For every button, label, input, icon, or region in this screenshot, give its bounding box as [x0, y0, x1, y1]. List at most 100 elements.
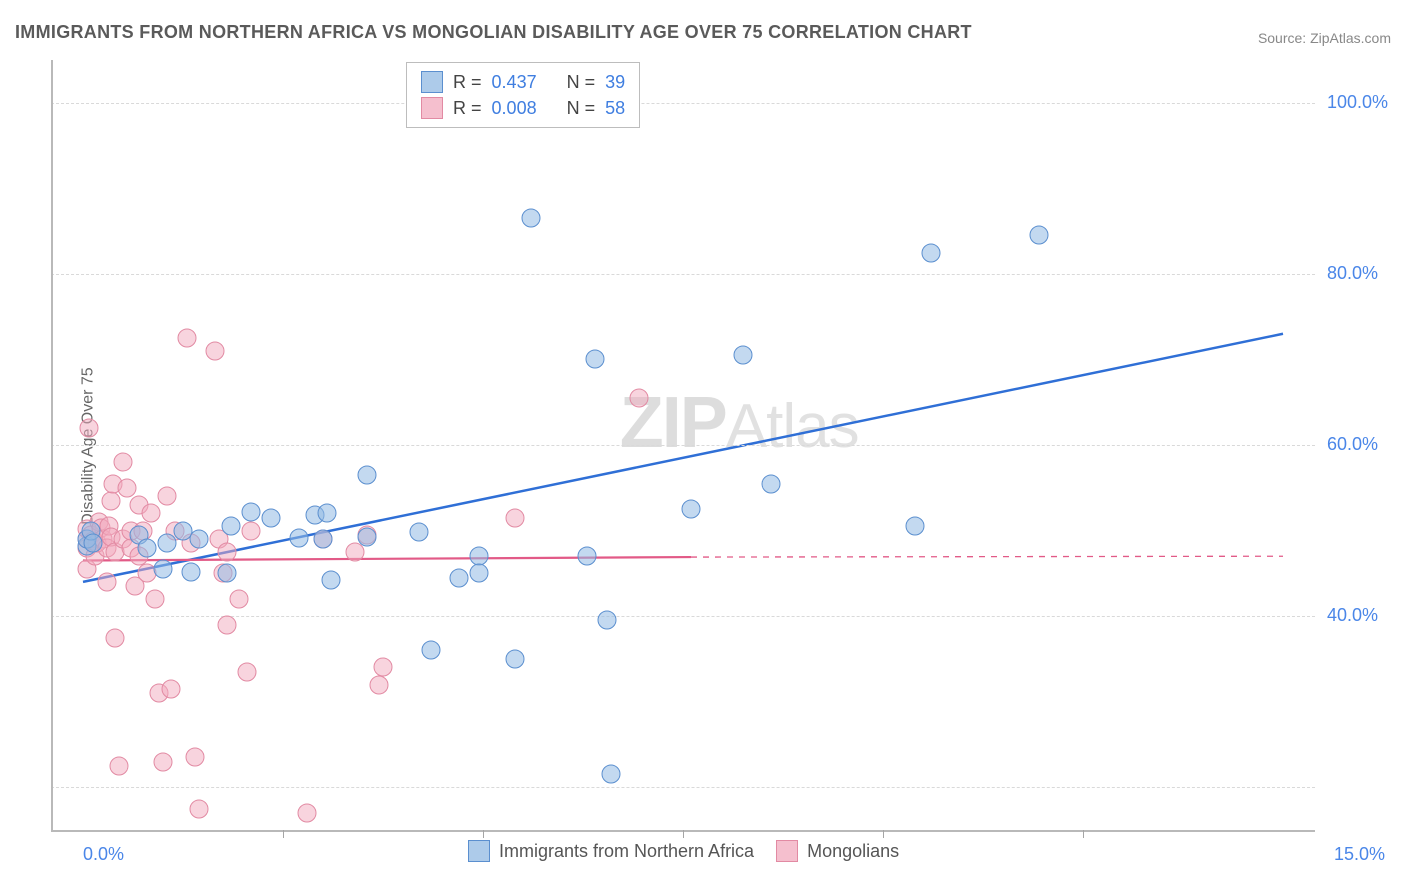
scatter-point-pink	[630, 388, 649, 407]
scatter-point-pink	[230, 590, 249, 609]
scatter-point-blue	[522, 209, 541, 228]
legend-label: Mongolians	[807, 841, 899, 862]
r-label: R =	[453, 69, 482, 95]
scatter-point-pink	[80, 418, 99, 437]
trendline-dash-pink	[691, 556, 1283, 557]
gridline	[51, 445, 1315, 446]
scatter-point-pink	[370, 675, 389, 694]
scatter-point-blue	[410, 523, 429, 542]
scatter-point-blue	[154, 560, 173, 579]
scatter-point-blue	[450, 568, 469, 587]
scatter-point-pink	[110, 756, 129, 775]
scatter-point-pink	[162, 679, 181, 698]
y-tick-label: 80.0%	[1327, 263, 1378, 284]
scatter-point-blue	[578, 547, 597, 566]
scatter-point-pink	[142, 504, 161, 523]
chart-container: IMMIGRANTS FROM NORTHERN AFRICA VS MONGO…	[0, 0, 1406, 892]
n-value: 58	[605, 95, 625, 121]
scatter-point-blue	[598, 611, 617, 630]
scatter-point-pink	[118, 478, 137, 497]
legend-stats-row: R = 0.008 N = 58	[421, 95, 625, 121]
scatter-point-blue	[470, 564, 489, 583]
scatter-point-pink	[102, 491, 121, 510]
legend-item: Immigrants from Northern Africa	[468, 840, 754, 862]
x-tick-label: 0.0%	[83, 844, 124, 865]
legend-swatch	[421, 97, 443, 119]
scatter-point-blue	[290, 529, 309, 548]
scatter-point-blue	[734, 346, 753, 365]
n-label: N =	[567, 69, 596, 95]
y-tick-label: 40.0%	[1327, 605, 1378, 626]
legend-stats-row: R = 0.437 N = 39	[421, 69, 625, 95]
scatter-point-blue	[138, 538, 157, 557]
plot-area: ZIPAtlas 40.0%60.0%80.0%100.0%0.0%15.0%	[51, 60, 1315, 830]
scatter-point-pink	[158, 487, 177, 506]
y-tick-label: 100.0%	[1327, 92, 1388, 113]
scatter-point-blue	[762, 474, 781, 493]
legend-swatch	[421, 71, 443, 93]
scatter-point-pink	[114, 453, 133, 472]
x-tick	[683, 830, 684, 838]
scatter-point-blue	[218, 564, 237, 583]
x-tick	[283, 830, 284, 838]
scatter-point-blue	[506, 649, 525, 668]
scatter-point-blue	[358, 465, 377, 484]
scatter-point-blue	[602, 765, 621, 784]
scatter-point-blue	[222, 517, 241, 536]
scatter-point-blue	[190, 530, 209, 549]
watermark: ZIPAtlas	[620, 382, 859, 464]
n-label: N =	[567, 95, 596, 121]
y-axis-line	[51, 60, 53, 830]
scatter-point-pink	[298, 803, 317, 822]
y-tick-label: 60.0%	[1327, 434, 1378, 455]
correlation-legend: R = 0.437 N = 39 R = 0.008 N = 58	[406, 62, 640, 128]
legend-swatch	[468, 840, 490, 862]
r-value: 0.008	[492, 95, 537, 121]
source-attribution: Source: ZipAtlas.com	[1258, 30, 1391, 46]
scatter-point-pink	[238, 662, 257, 681]
gridline	[51, 274, 1315, 275]
scatter-point-blue	[1030, 226, 1049, 245]
trendline-blue	[83, 334, 1283, 582]
scatter-point-pink	[218, 542, 237, 561]
scatter-point-blue	[906, 517, 925, 536]
n-value: 39	[605, 69, 625, 95]
gridline	[51, 787, 1315, 788]
scatter-point-pink	[206, 341, 225, 360]
gridline	[51, 616, 1315, 617]
scatter-point-blue	[586, 350, 605, 369]
watermark-atlas: Atlas	[726, 392, 859, 461]
scatter-point-pink	[374, 658, 393, 677]
scatter-point-pink	[98, 572, 117, 591]
scatter-point-blue	[358, 528, 377, 547]
scatter-point-blue	[314, 530, 333, 549]
scatter-point-pink	[186, 748, 205, 767]
scatter-point-blue	[182, 562, 201, 581]
x-tick	[883, 830, 884, 838]
scatter-point-pink	[106, 628, 125, 647]
gridline	[51, 103, 1315, 104]
legend-label: Immigrants from Northern Africa	[499, 841, 754, 862]
scatter-point-pink	[506, 508, 525, 527]
legend-swatch	[776, 840, 798, 862]
r-value: 0.437	[492, 69, 537, 95]
legend-item: Mongolians	[776, 840, 899, 862]
scatter-point-blue	[322, 571, 341, 590]
scatter-point-blue	[262, 508, 281, 527]
series-legend: Immigrants from Northern Africa Mongolian…	[468, 840, 899, 862]
x-tick	[1083, 830, 1084, 838]
scatter-point-blue	[422, 641, 441, 660]
scatter-point-blue	[922, 243, 941, 262]
scatter-point-blue	[158, 534, 177, 553]
r-label: R =	[453, 95, 482, 121]
scatter-point-blue	[682, 500, 701, 519]
trendline-pink	[83, 557, 691, 560]
scatter-point-pink	[242, 521, 261, 540]
x-tick	[483, 830, 484, 838]
scatter-point-pink	[218, 615, 237, 634]
x-tick-label: 15.0%	[1334, 844, 1385, 865]
scatter-point-blue	[242, 502, 261, 521]
scatter-point-pink	[154, 752, 173, 771]
scatter-point-pink	[178, 329, 197, 348]
scatter-point-blue	[318, 504, 337, 523]
